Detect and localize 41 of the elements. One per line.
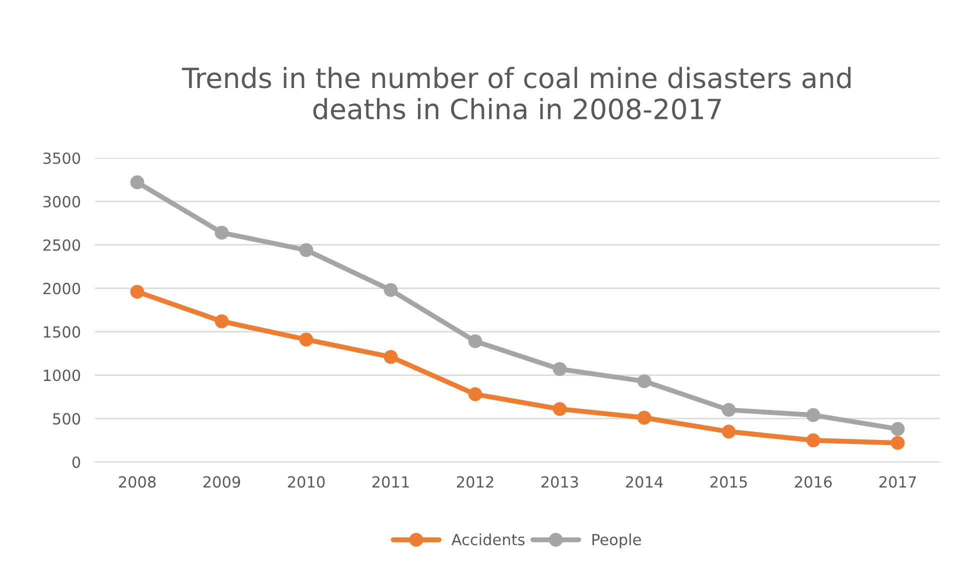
point: [890, 436, 905, 450]
x-tick-label: 2009: [203, 476, 240, 488]
y-tick-label: 1000: [44, 370, 80, 382]
x-tick-label: 2014: [626, 476, 663, 488]
y-tick-label: 2000: [43, 282, 80, 294]
point: [637, 410, 652, 425]
point: [637, 374, 652, 388]
point: [552, 362, 567, 376]
y-tick-label: 2500: [43, 239, 80, 251]
legend-label: Accidents: [451, 534, 525, 546]
point: [299, 332, 314, 346]
point: [468, 334, 482, 348]
y-tick-label: 0: [72, 456, 80, 468]
chart-title: Trends in the number of coal mine disasters and deaths in China in 2008-2017: [182, 66, 851, 120]
point: [384, 350, 398, 364]
x-tick-label: 2008: [118, 476, 156, 488]
point: [806, 408, 820, 422]
point: [722, 402, 736, 417]
y-tick-label: 3000: [43, 196, 80, 208]
x-tick-label: 2012: [456, 476, 494, 488]
point: [214, 226, 229, 240]
x-tick-label: 2011: [372, 476, 409, 488]
y-tick-label: 1500: [44, 326, 80, 338]
point: [468, 387, 482, 402]
point: [890, 422, 905, 436]
y-tick-label: 3500: [43, 152, 80, 164]
x-tick-label: 2010: [288, 476, 325, 488]
x-tick-label: 2016: [794, 476, 832, 488]
y-tick-label: 500: [53, 413, 80, 425]
legend-label: People: [592, 534, 641, 548]
x-tick-label: 2017: [879, 476, 916, 488]
point: [130, 284, 144, 299]
point: [806, 433, 820, 448]
point: [299, 243, 314, 258]
point: [384, 283, 398, 297]
point: [130, 175, 144, 190]
point: [722, 424, 736, 439]
point: [214, 314, 229, 328]
point: [552, 402, 567, 416]
x-tick-label: 2013: [541, 476, 578, 488]
x-tick-label: 2015: [710, 476, 747, 488]
